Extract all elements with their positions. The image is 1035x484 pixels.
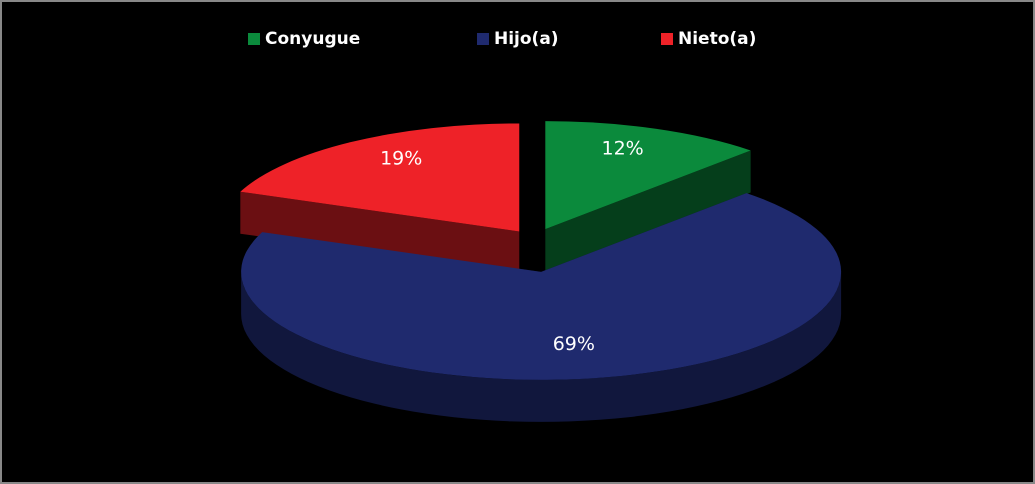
slice-wall (240, 191, 520, 274)
data-label: 12% (601, 137, 643, 159)
pie-tops (240, 121, 842, 380)
legend-swatch (661, 33, 673, 45)
legend-swatch (248, 33, 260, 45)
slice-side (241, 271, 842, 422)
legend-label: Conyugue (265, 29, 360, 49)
legend-label: Nieto(a) (678, 29, 756, 49)
data-labels: 12% 69% 19% (380, 137, 644, 355)
pie-slice (240, 123, 520, 232)
legend-swatch (477, 33, 489, 45)
slice-wall (545, 150, 751, 272)
data-label: 19% (380, 147, 422, 169)
legend-label: Hijo(a) (494, 29, 559, 49)
legend: Conyugue Hijo(a) Nieto(a) (248, 29, 756, 49)
pie-slice (241, 193, 842, 380)
pie-slice (545, 121, 751, 230)
data-label: 69% (553, 333, 595, 355)
